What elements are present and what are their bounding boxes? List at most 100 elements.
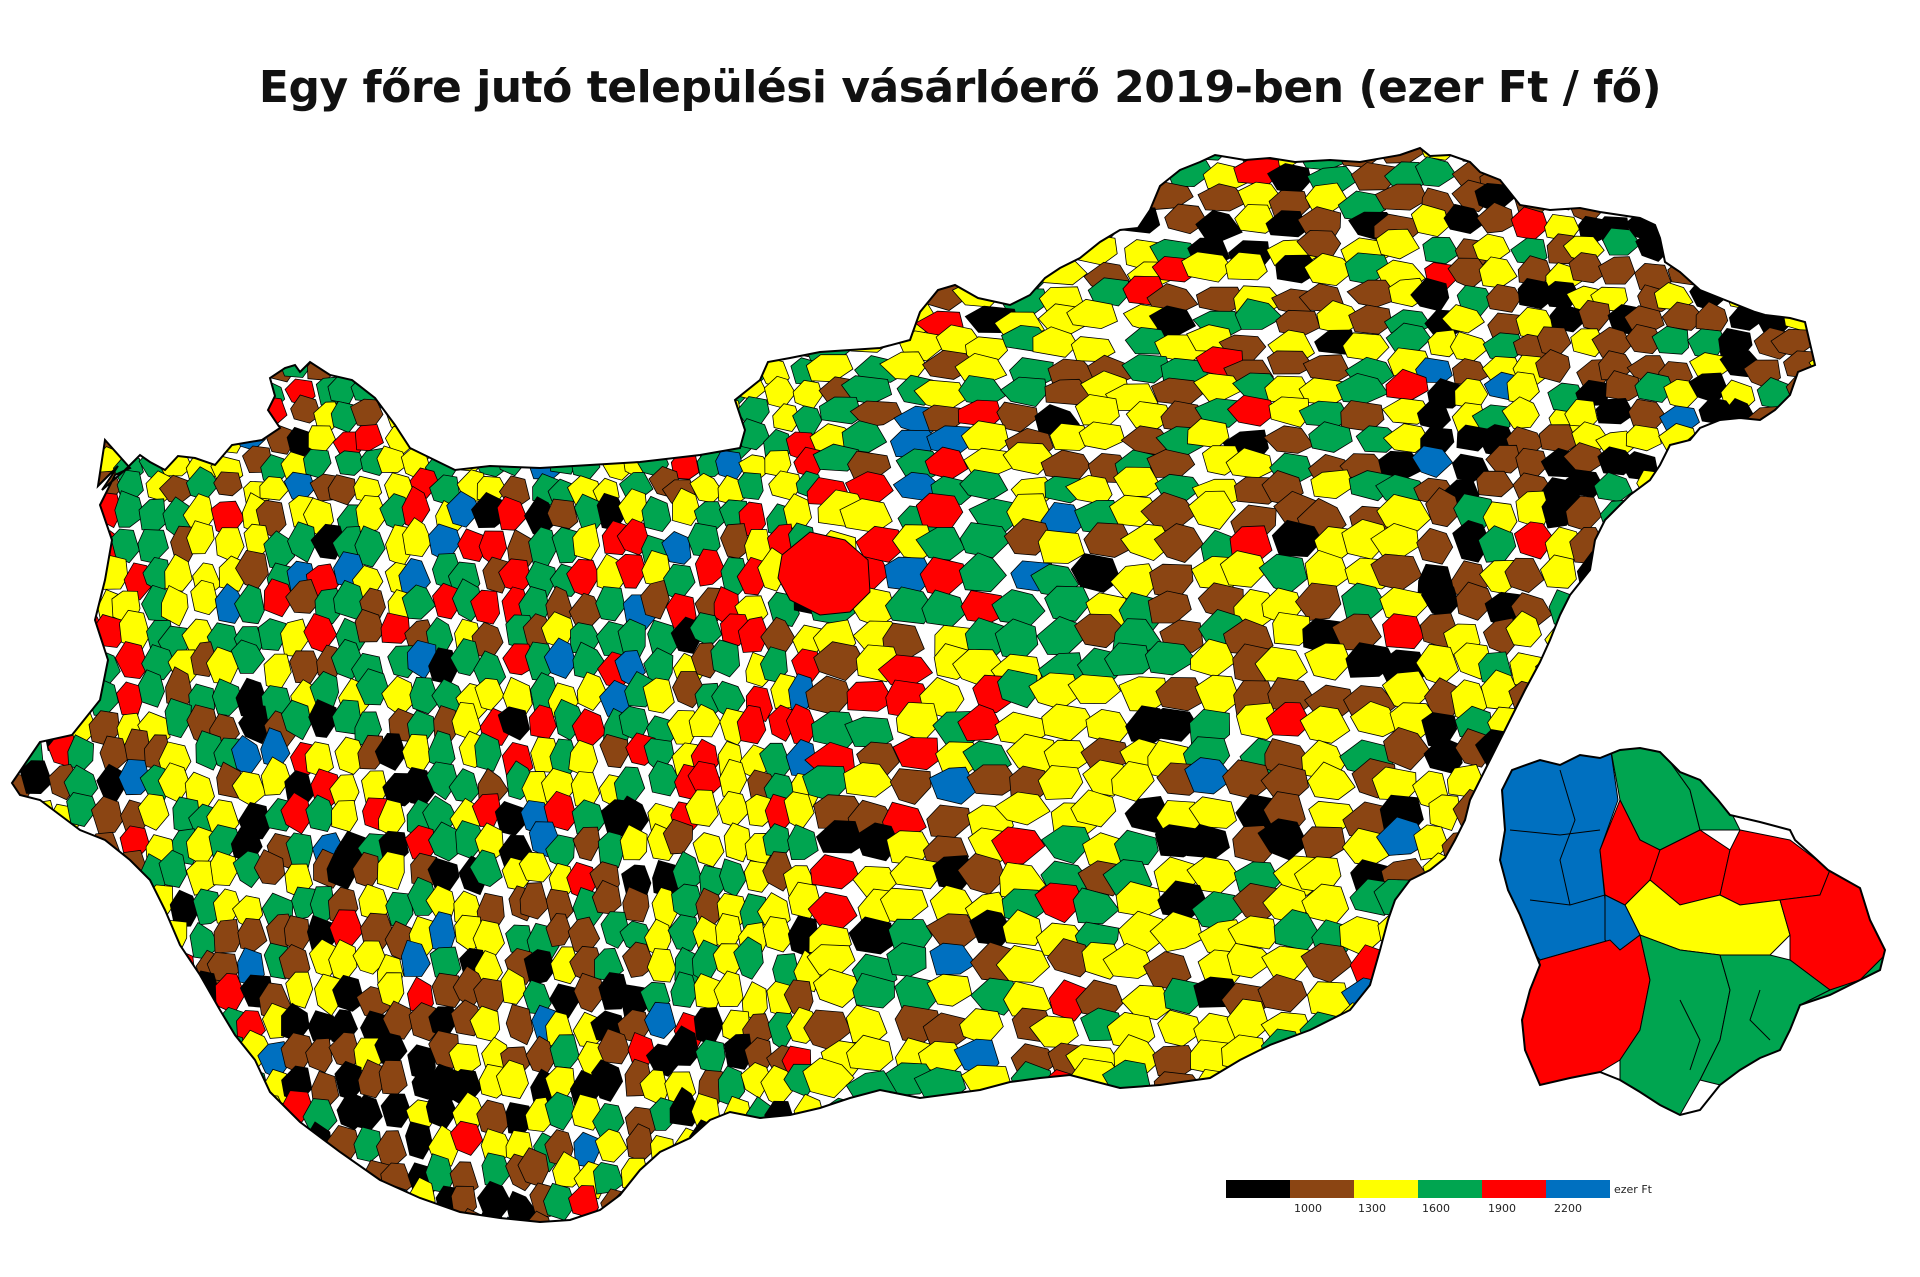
municipality-polygon [211, 304, 244, 335]
municipality-polygon [1567, 161, 1603, 194]
municipality-polygon [189, 348, 216, 379]
municipality-polygon [1661, 1133, 1699, 1168]
municipality-polygon [431, 380, 461, 409]
municipality-polygon [73, 983, 106, 1021]
municipality-polygon [617, 209, 645, 240]
municipality-polygon [644, 1001, 677, 1040]
municipality-polygon [70, 1163, 105, 1199]
municipality-polygon [801, 1187, 850, 1222]
municipality-polygon [1147, 1227, 1195, 1260]
municipality-polygon [14, 1002, 49, 1038]
municipality-polygon [529, 164, 562, 196]
municipality-polygon [694, 548, 727, 587]
municipality-polygon [1300, 826, 1347, 861]
municipality-polygon [1724, 1133, 1761, 1169]
municipality-polygon [782, 279, 817, 310]
municipality-polygon [352, 209, 384, 241]
municipality-polygon [551, 409, 580, 435]
municipality-polygon [1265, 210, 1308, 238]
municipality-polygon [376, 445, 409, 473]
municipality-polygon [597, 1028, 631, 1065]
municipality-polygon [576, 157, 609, 187]
municipality-polygon [1716, 668, 1755, 708]
municipality-polygon [12, 327, 22, 362]
municipality-polygon [1535, 1220, 1571, 1222]
municipality-polygon [712, 375, 747, 408]
municipality-polygon [1197, 183, 1249, 212]
municipality-polygon [90, 1211, 121, 1222]
municipality-polygon [115, 893, 144, 934]
municipality-polygon [613, 181, 645, 217]
municipality-polygon [425, 283, 455, 316]
municipality-polygon [1374, 183, 1429, 211]
municipality-polygon [1779, 159, 1815, 191]
municipality-polygon [143, 382, 175, 409]
municipality-polygon [994, 791, 1051, 826]
municipality-polygon [237, 1068, 269, 1104]
municipality-polygon [257, 282, 289, 311]
municipality-polygon [354, 608, 385, 643]
municipality-polygon [1725, 737, 1765, 771]
municipality-polygon [964, 1189, 1016, 1222]
municipality-polygon [919, 556, 968, 598]
municipality-polygon [1778, 148, 1815, 173]
municipality-polygon [141, 1087, 170, 1127]
municipality-polygon [116, 971, 147, 1011]
municipality-polygon [737, 211, 769, 239]
municipality-polygon [118, 148, 151, 163]
municipality-polygon [215, 148, 242, 164]
municipality-polygon [623, 1223, 652, 1260]
municipality-polygon [481, 1152, 511, 1189]
municipality-polygon [1074, 234, 1118, 266]
municipality-polygon [332, 333, 365, 361]
municipality-polygon [795, 1223, 824, 1262]
municipality-polygon [1749, 209, 1787, 237]
municipality-polygon [355, 668, 389, 706]
municipality-polygon [998, 257, 1050, 291]
municipality-polygon [328, 204, 358, 235]
municipality-polygon [845, 189, 898, 217]
municipality-polygon [764, 302, 791, 331]
municipality-polygon [350, 375, 385, 403]
municipality-polygon [601, 331, 631, 360]
municipality-polygon [233, 1158, 268, 1191]
municipality-polygon [264, 187, 293, 221]
municipality-polygon [1424, 1041, 1464, 1079]
municipality-polygon [332, 974, 365, 1012]
municipality-polygon [498, 159, 529, 193]
municipality-polygon [710, 639, 741, 678]
municipality-polygon [818, 1225, 859, 1259]
municipality-polygon [527, 205, 558, 239]
municipality-polygon [46, 300, 82, 335]
municipality-polygon [1150, 148, 1197, 162]
municipality-polygon [802, 211, 854, 244]
municipality-polygon [12, 794, 33, 837]
municipality-polygon [285, 311, 318, 341]
municipality-polygon [555, 375, 583, 404]
municipality-polygon [1271, 519, 1323, 558]
municipality-polygon [1772, 651, 1815, 688]
municipality-polygon [1032, 326, 1079, 358]
municipality-polygon [12, 713, 28, 748]
municipality-polygon [12, 587, 26, 622]
municipality-polygon [857, 205, 900, 235]
municipality-polygon [1776, 1068, 1815, 1102]
municipality-polygon [12, 524, 35, 560]
municipality-polygon [1667, 257, 1707, 286]
municipality-polygon [424, 166, 457, 193]
municipality-polygon [238, 703, 270, 745]
municipality-polygon [353, 228, 382, 260]
municipality-polygon [928, 148, 975, 167]
municipality-polygon [446, 490, 481, 528]
municipality-polygon [191, 421, 219, 451]
municipality-polygon [1382, 613, 1425, 650]
municipality-polygon [1755, 148, 1797, 164]
municipality-polygon [497, 240, 526, 266]
municipality-polygon [12, 859, 28, 897]
municipality-polygon [1505, 610, 1542, 648]
municipality-polygon [595, 586, 626, 622]
municipality-polygon [47, 854, 79, 895]
municipality-polygon [622, 329, 655, 358]
municipality-polygon [1787, 1096, 1815, 1135]
municipality-polygon [1084, 1189, 1136, 1222]
